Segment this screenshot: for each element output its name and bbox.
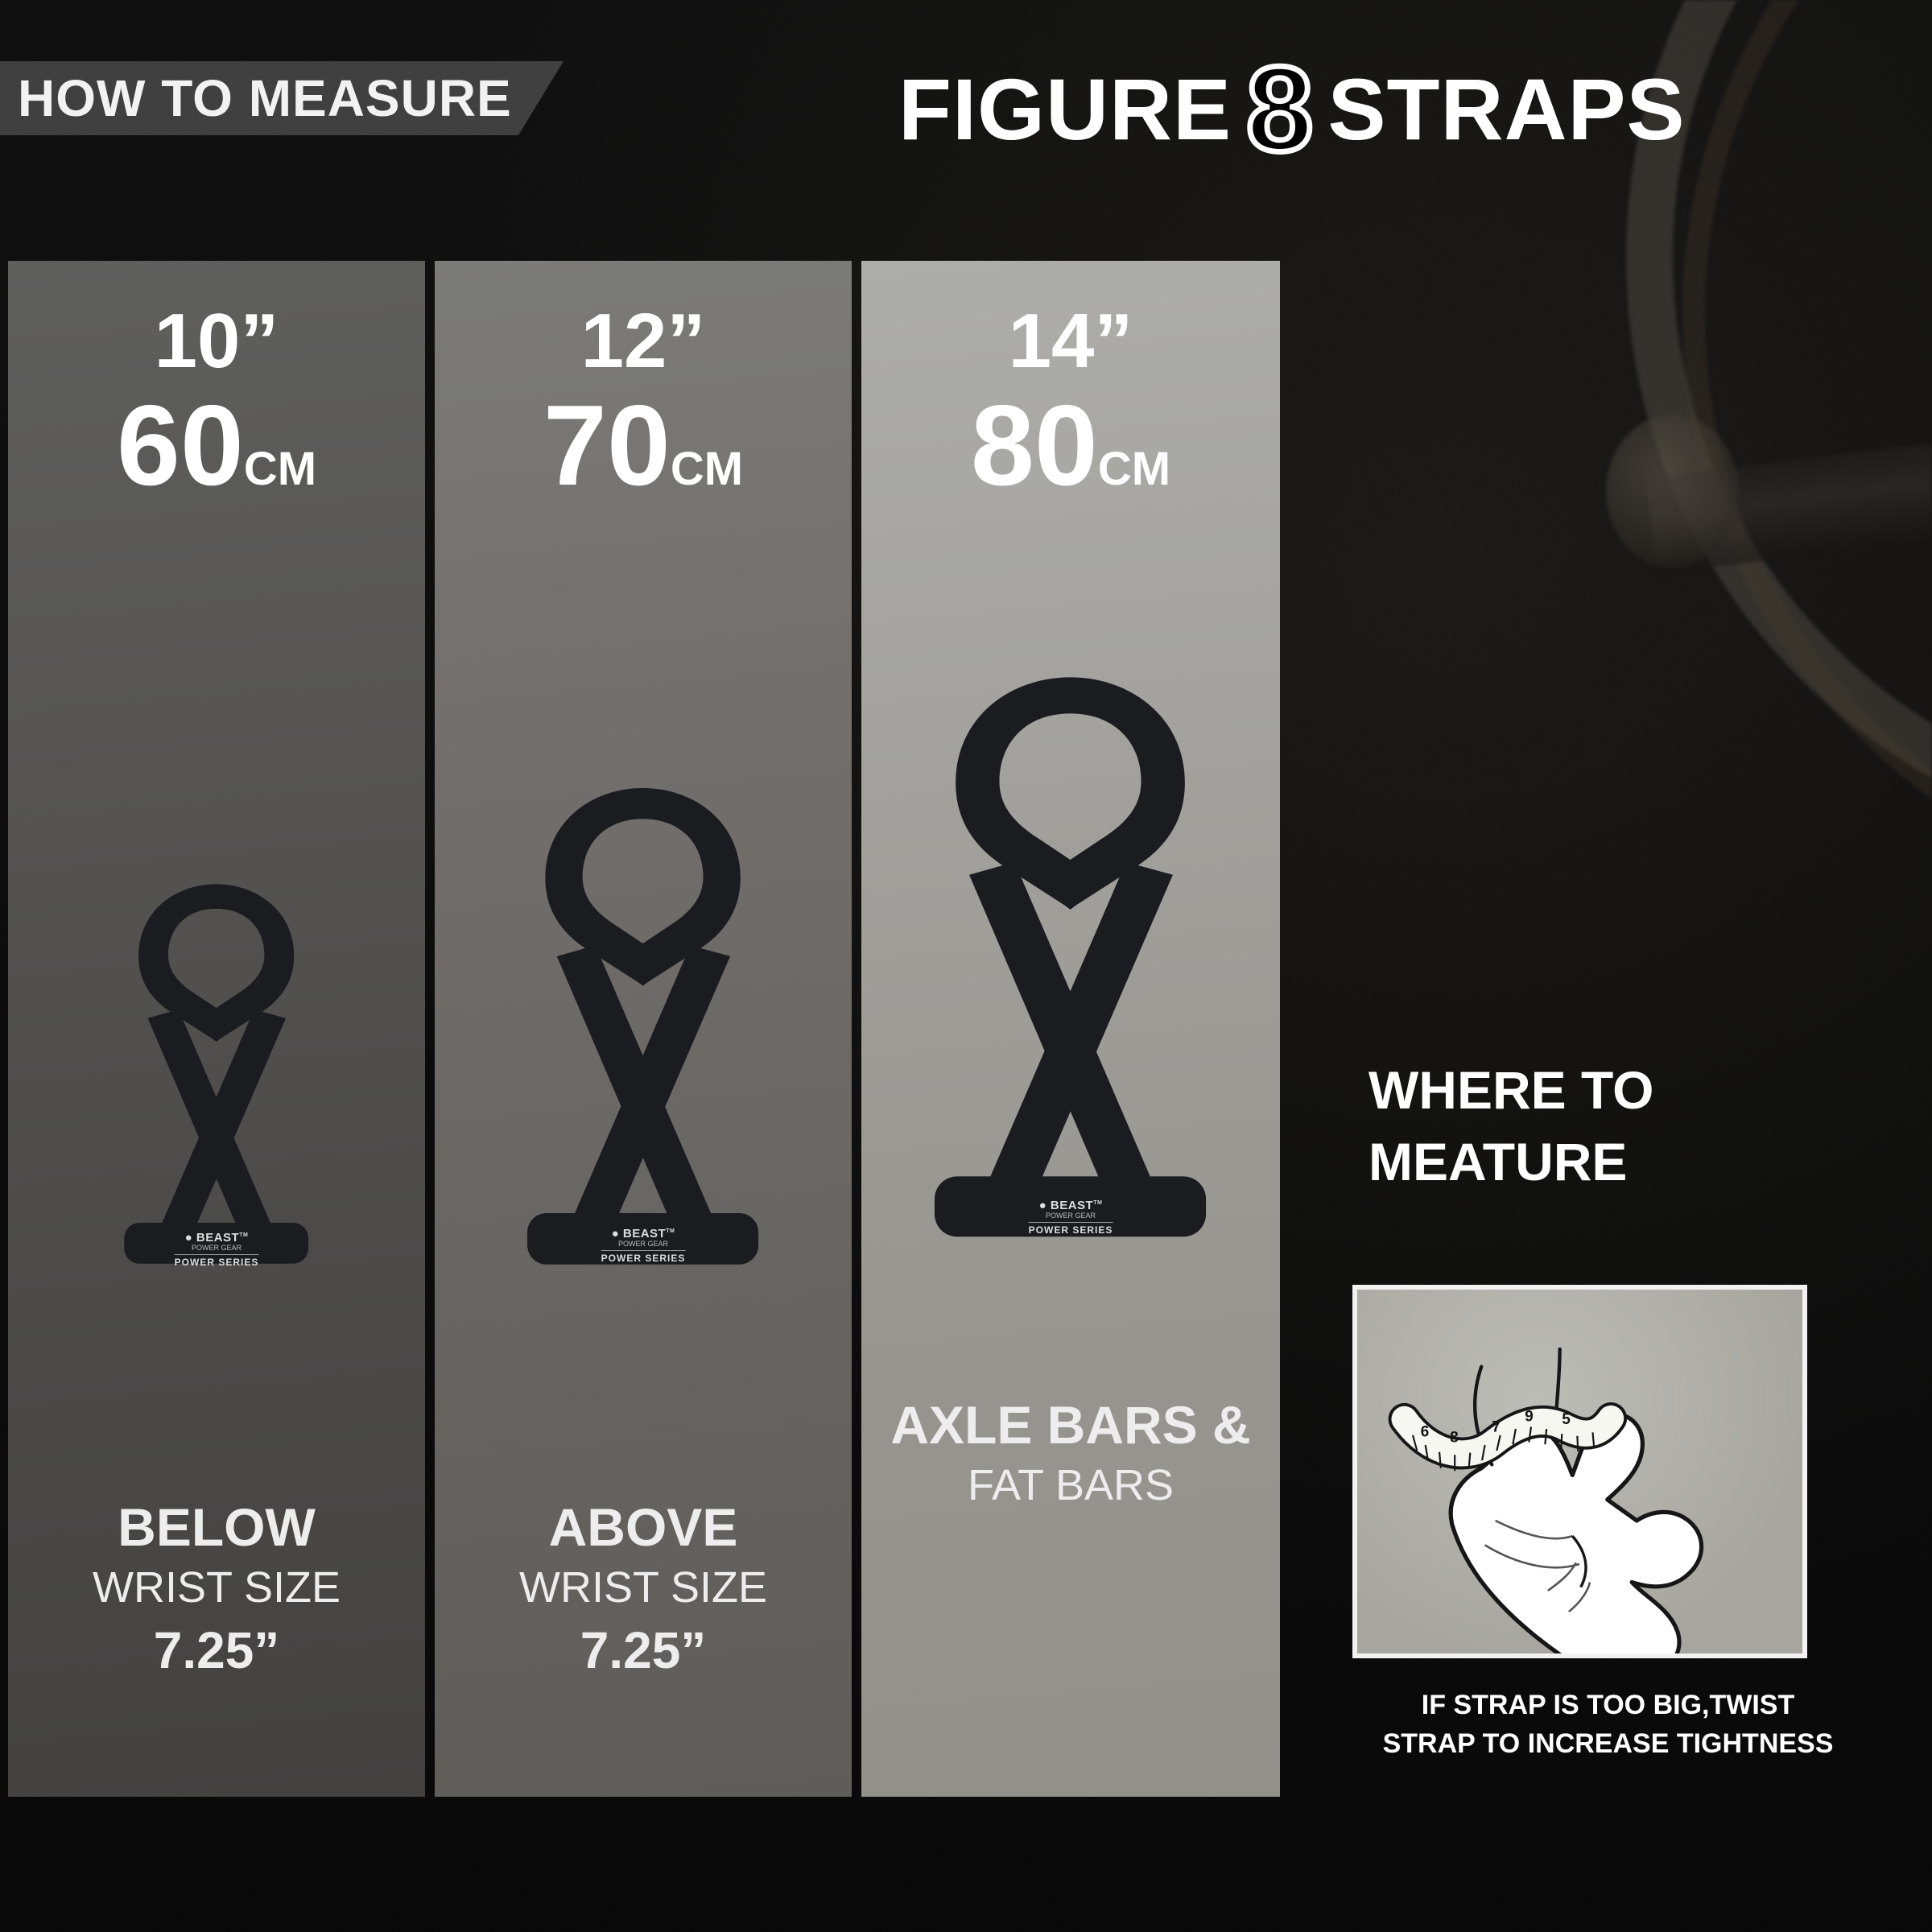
svg-text:6: 6: [1421, 1424, 1430, 1441]
svg-text:9: 9: [1525, 1408, 1534, 1425]
svg-text:5: 5: [1562, 1411, 1571, 1428]
svg-text:8: 8: [1450, 1430, 1459, 1447]
svg-text:7: 7: [1492, 1419, 1501, 1436]
